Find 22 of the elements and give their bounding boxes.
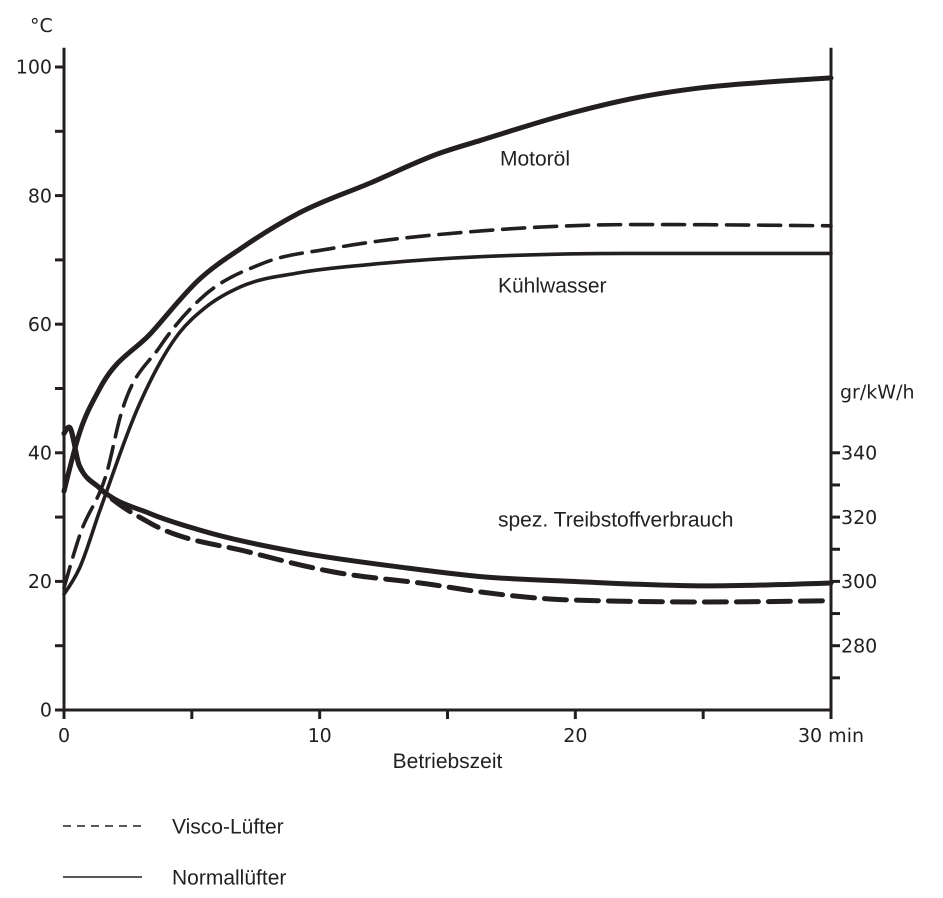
x-tick-label: 0	[58, 725, 70, 747]
y2-tick-label: 340	[841, 442, 878, 464]
x-tick-label: 10	[308, 725, 332, 747]
x-axis-title: Betriebszeit	[392, 750, 503, 773]
legend-label: Normallüfter	[172, 866, 286, 890]
annotation: Motoröl	[500, 147, 570, 170]
legend-label: Visco-Lüfter	[172, 815, 284, 838]
y-axis-title: °C	[30, 15, 53, 37]
y-tick-label: 40	[28, 442, 52, 464]
y-tick-label: 100	[16, 56, 52, 79]
annotation: spez. Treibstoffverbrauch	[498, 508, 734, 532]
y2-tick-label: 300	[841, 571, 878, 594]
y-tick-label: 20	[28, 571, 52, 594]
x-tick-label: 20	[563, 725, 588, 747]
y-tick-label: 0	[40, 700, 52, 722]
y-tick-label: 80	[28, 185, 52, 208]
annotation: Kühlwasser	[498, 274, 607, 298]
y-tick-label: 60	[28, 314, 52, 336]
y2-tick-label: 280	[841, 635, 878, 658]
x-tick-label: 30 min	[798, 725, 864, 747]
y2-axis-title: gr/kW/h	[840, 382, 915, 404]
y2-tick-label: 320	[841, 506, 878, 529]
